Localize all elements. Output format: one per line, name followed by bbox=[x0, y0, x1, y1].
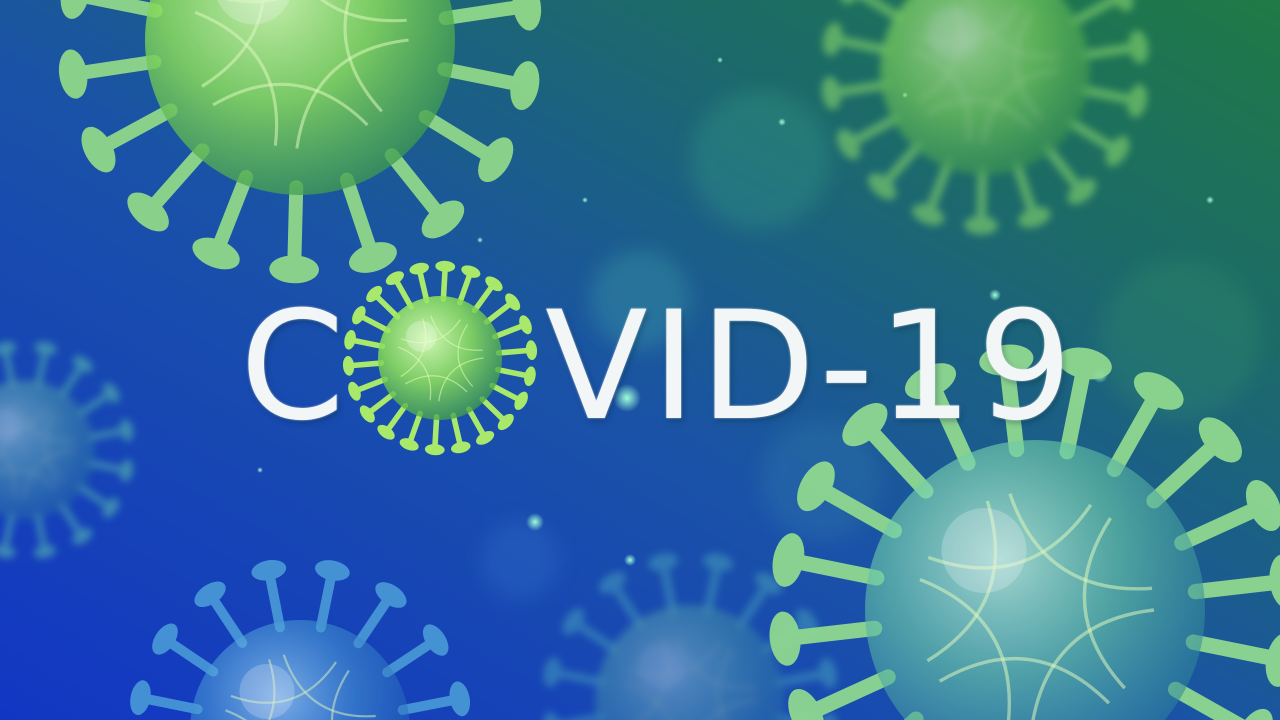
virus-bottom-left bbox=[130, 559, 471, 720]
virus-left-blurred bbox=[0, 341, 134, 559]
virus-top-right-blurred bbox=[821, 0, 1149, 235]
virus-title-letter-o bbox=[342, 260, 538, 456]
virus-top-left bbox=[58, 0, 542, 284]
virus-bottom-right bbox=[769, 344, 1280, 720]
virus-bottom-center-blurred bbox=[543, 553, 837, 720]
